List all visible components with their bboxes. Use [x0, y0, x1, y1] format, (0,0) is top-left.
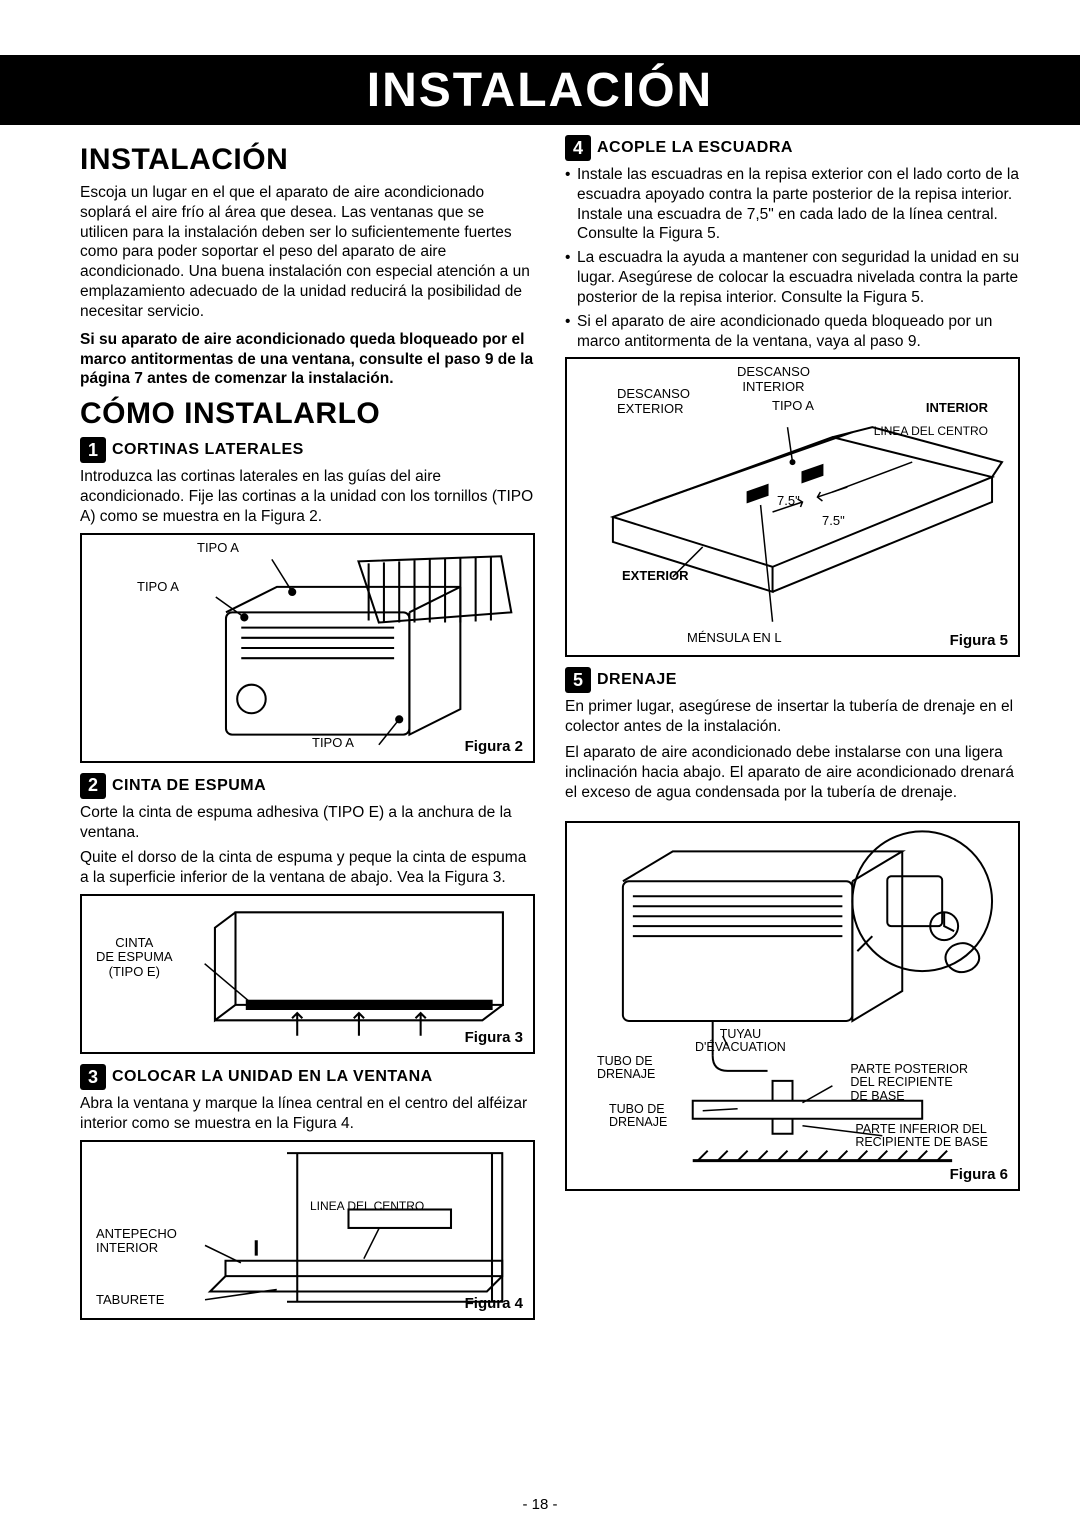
figure-5: DESCANSO INTERIOR DESCANSO EXTERIOR TIPO…	[565, 357, 1020, 657]
fig4-caption: Figura 4	[465, 1295, 523, 1312]
step4-title: ACOPLE LA ESCUADRA	[597, 139, 793, 157]
fig2-caption: Figura 2	[465, 738, 523, 755]
step5-badge: 5	[565, 667, 591, 693]
step2-body2: Quite el dorso de la cinta de espuma y p…	[80, 848, 535, 888]
step2-badge: 2	[80, 773, 106, 799]
step5-head: 5 DRENAJE	[565, 667, 1020, 693]
step4-bullets: Instale las escuadras en la repisa exter…	[565, 165, 1020, 351]
step2-title: CINTA DE ESPUMA	[112, 777, 266, 795]
step2-head: 2 CINTA DE ESPUMA	[80, 773, 535, 799]
heading-instalacion: INSTALACIÓN	[80, 143, 535, 177]
fig6-tuyau: TUYAU D'ÉVACUATION	[695, 1028, 786, 1056]
bold-note: Si su aparato de aire acondicionado qued…	[80, 330, 535, 389]
step4-head: 4 ACOPLE LA ESCUADRA	[565, 135, 1020, 161]
fig5-m75a: 7.5"	[777, 494, 800, 508]
heading-como: CÓMO INSTALARLO	[80, 397, 535, 431]
step2-body1: Corte la cinta de espuma adhesiva (TIPO …	[80, 803, 535, 843]
fig2-tipoA-bot: TIPO A	[312, 736, 354, 750]
figure-3: CINTA DE ESPUMA (TIPO E) Figura 3	[80, 894, 535, 1054]
fig6-tubo2: TUBO DE DRENAJE	[609, 1103, 667, 1131]
fig6-parte-inf: PARTE INFERIOR DEL RECIPIENTE DE BASE	[855, 1123, 988, 1151]
step1-title: CORTINAS LATERALES	[112, 441, 304, 459]
fig5-caption: Figura 5	[950, 632, 1008, 649]
step5-body1: En primer lugar, asegúrese de insertar l…	[565, 697, 1020, 737]
fig4-antepecho: ANTEPECHO INTERIOR	[96, 1227, 177, 1256]
step5-title: DRENAJE	[597, 671, 677, 689]
fig4-linea: LINEA DEL CENTRO	[310, 1200, 424, 1213]
figure-2-svg	[88, 541, 527, 755]
step4-badge: 4	[565, 135, 591, 161]
fig5-tipoA: TIPO A	[772, 399, 814, 413]
page-number: - 18 -	[0, 1496, 1080, 1513]
step4-b1: Instale las escuadras en la repisa exter…	[565, 165, 1020, 244]
step4-b2: La escuadra la ayuda a mantener con segu…	[565, 248, 1020, 307]
step4-b3: Si el aparato de aire acondicionado qued…	[565, 312, 1020, 352]
step1-head: 1 CORTINAS LATERALES	[80, 437, 535, 463]
fig6-parte-post: PARTE POSTERIOR DEL RECIPIENTE DE BASE	[850, 1063, 968, 1104]
fig5-mensula: MÉNSULA EN L	[687, 631, 782, 645]
fig6-tubo1: TUBO DE DRENAJE	[597, 1055, 655, 1083]
fig3-cinta: CINTA DE ESPUMA (TIPO E)	[96, 936, 173, 979]
banner-title: INSTALACIÓN	[0, 55, 1080, 125]
step3-title: COLOCAR LA UNIDAD EN LA VENTANA	[112, 1068, 433, 1086]
fig5-desc-int: DESCANSO INTERIOR	[737, 365, 810, 394]
figure-4: LINEA DEL CENTRO ANTEPECHO INTERIOR TABU…	[80, 1140, 535, 1320]
step3-badge: 3	[80, 1064, 106, 1090]
fig5-m75b: 7.5"	[822, 514, 845, 528]
fig5-interior: INTERIOR	[926, 401, 988, 415]
left-column: INSTALACIÓN Escoja un lugar en el que el…	[80, 135, 535, 1330]
fig5-exterior: EXTERIOR	[622, 569, 688, 583]
step1-body: Introduzca las cortinas laterales en las…	[80, 467, 535, 526]
step3-body: Abra la ventana y marque la línea centra…	[80, 1094, 535, 1134]
intro-text: Escoja un lugar en el que el aparato de …	[80, 183, 535, 322]
fig5-desc-ext: DESCANSO EXTERIOR	[617, 387, 690, 416]
step5-body2: El aparato de aire acondicionado debe in…	[565, 743, 1020, 802]
fig3-caption: Figura 3	[465, 1029, 523, 1046]
fig5-linea: LINEA DEL CENTRO	[874, 425, 988, 438]
fig4-taburete: TABURETE	[96, 1293, 164, 1307]
fig2-tipoA-mid: TIPO A	[137, 580, 179, 594]
content-wrapper: INSTALACIÓN Escoja un lugar en el que el…	[0, 125, 1080, 1330]
fig2-tipoA-top: TIPO A	[197, 541, 239, 555]
figure-2: TIPO A TIPO A TIPO A Figura 2	[80, 533, 535, 763]
step3-head: 3 COLOCAR LA UNIDAD EN LA VENTANA	[80, 1064, 535, 1090]
figure-6: TUYAU D'ÉVACUATION TUBO DE DRENAJE TUBO …	[565, 821, 1020, 1191]
step1-badge: 1	[80, 437, 106, 463]
right-column: 4 ACOPLE LA ESCUADRA Instale las escuadr…	[565, 135, 1020, 1330]
fig6-caption: Figura 6	[950, 1166, 1008, 1183]
